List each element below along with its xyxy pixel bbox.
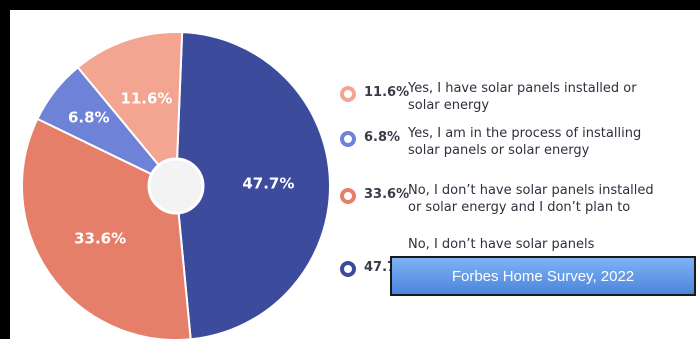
slice-data-label: 33.6% bbox=[74, 230, 126, 248]
legend-pct: 11.6% bbox=[364, 85, 410, 100]
slice-data-label: 11.6% bbox=[120, 89, 172, 107]
chart-panel: 47.7% 33.6% 6.8% 11.6% 11.6% Yes, I have so… bbox=[10, 10, 700, 339]
pie-center-hole bbox=[147, 157, 205, 215]
legend-label-line: Yes, I am in the process of installing bbox=[408, 126, 642, 141]
legend-label: No, I don’t have solar panels installed … bbox=[408, 182, 700, 216]
legend-marker-icon bbox=[340, 261, 356, 277]
legend-label: No, I don’t have solar panels bbox=[408, 236, 700, 253]
legend-label-line: or solar energy and I don’t plan to bbox=[408, 200, 631, 215]
legend-marker-icon bbox=[340, 188, 356, 204]
slice-data-label: 6.8% bbox=[68, 109, 110, 127]
pie-slice bbox=[174, 31, 331, 339]
legend-pct: 33.6% bbox=[364, 187, 410, 202]
pie-slice bbox=[76, 31, 184, 189]
legend-item-installed: 11.6% Yes, I have solar panels installed… bbox=[340, 80, 700, 114]
source-caption: Forbes Home Survey, 2022 bbox=[390, 256, 696, 296]
legend-marker-icon bbox=[340, 131, 356, 147]
pie-chart: 47.7% 33.6% 6.8% 11.6% bbox=[21, 31, 331, 339]
legend-label: Yes, I have solar panels installed or so… bbox=[408, 80, 700, 114]
legend-label-line: No, I don’t have solar panels bbox=[408, 237, 595, 252]
legend-pct: 6.8% bbox=[364, 130, 401, 145]
legend-label-line: No, I don’t have solar panels installed bbox=[408, 183, 654, 198]
legend-item-no-plan: 33.6% No, I don’t have solar panels inst… bbox=[340, 182, 700, 216]
legend-label-line: Yes, I have solar panels installed or bbox=[408, 81, 637, 96]
legend-marker-icon bbox=[340, 86, 356, 102]
legend-item-installing: 6.8% Yes, I am in the process of install… bbox=[340, 125, 700, 159]
legend-label-line: solar energy bbox=[408, 98, 490, 113]
pie-slice bbox=[21, 117, 192, 339]
slice-data-label: 47.7% bbox=[242, 174, 294, 192]
legend-label: Yes, I am in the process of installing s… bbox=[408, 125, 700, 159]
legend-label-line: solar panels or solar energy bbox=[408, 143, 590, 158]
